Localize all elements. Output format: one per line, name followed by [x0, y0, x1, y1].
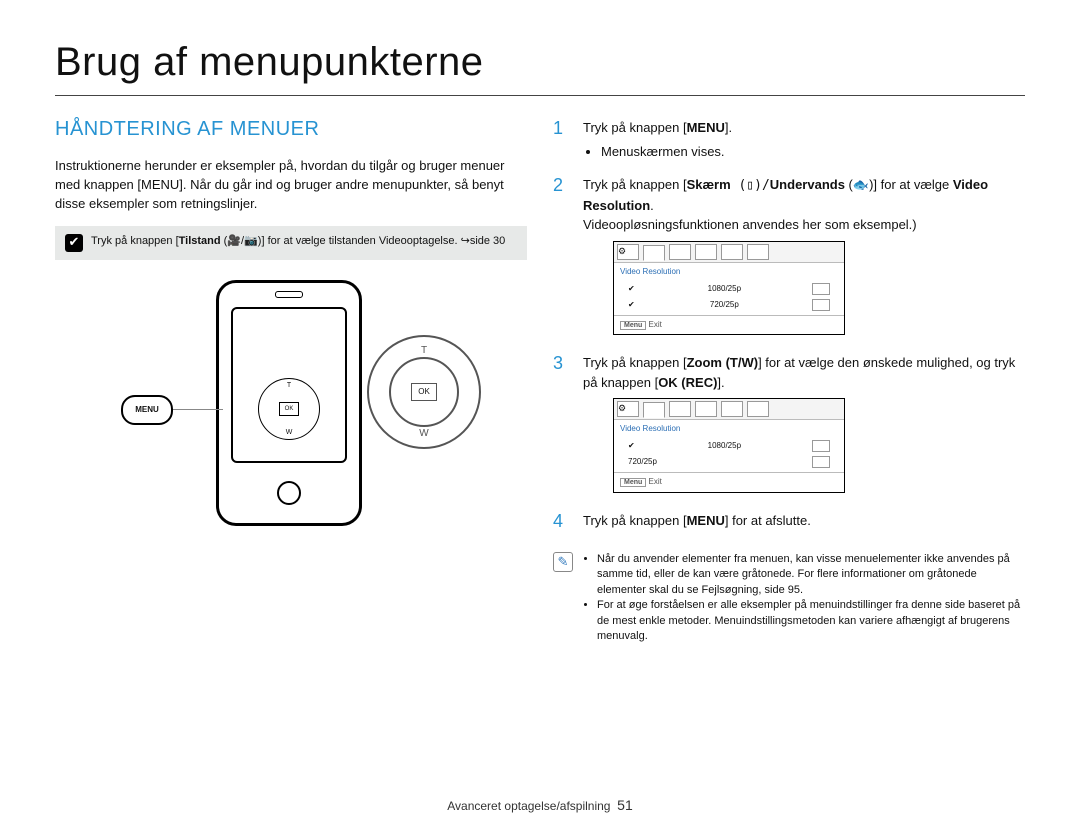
tab-icon: ⚙ — [617, 244, 639, 260]
step-number: 4 — [553, 511, 571, 533]
menu-title: Video Resolution — [620, 266, 838, 278]
menu-button-label: MENU — [121, 395, 173, 425]
step-body: Tryk på knappen [Zoom (T/W)] for at vælg… — [583, 353, 1025, 497]
tab-icon — [747, 401, 769, 417]
camera-menu-screenshot-2: ⚙ Video Resolution 1080/25p 720/25p — [613, 398, 845, 493]
tip-box: ✔ Tryk på knappen [Tilstand (🎥/📷)] for a… — [55, 226, 527, 260]
manual-page: Brug af menupunkterne HÅNDTERING AF MENU… — [0, 0, 1080, 825]
bullet: Menuskærmen vises. — [601, 142, 1025, 162]
tab-icon — [643, 402, 665, 418]
menu-callout: MENU — [121, 395, 223, 425]
ok-button-large: OK — [411, 383, 437, 401]
step-number: 3 — [553, 353, 571, 497]
option-thumb-icon — [812, 299, 830, 311]
tab-icon — [669, 244, 691, 260]
tab-icon — [695, 401, 717, 417]
intro-text: Instruktionerne herunder er eksempler på… — [55, 157, 527, 214]
speaker-slot — [275, 291, 303, 298]
control-pad-small: T OK W — [258, 378, 320, 440]
page-number: 51 — [617, 797, 633, 813]
camera-body: T OK W — [216, 280, 362, 526]
step-3: 3 Tryk på knappen [Zoom (T/W)] for at væ… — [553, 353, 1025, 497]
menu-option-selected: 1080/25p — [620, 438, 838, 454]
step-number: 1 — [553, 118, 571, 161]
tip-text: Tryk på knappen [Tilstand (🎥/📷)] for at … — [91, 234, 505, 249]
step-body: Tryk på knappen [Skærm (▯)/Undervands (🐟… — [583, 175, 1025, 339]
option-thumb-icon — [812, 440, 830, 452]
menu-tabs: ⚙ — [614, 242, 844, 263]
page-footer: Avanceret optagelse/afspilning 51 — [0, 797, 1080, 813]
rec-button — [277, 481, 301, 505]
menu-body: Video Resolution 1080/25p 720/25p — [614, 263, 844, 315]
menu-tabs: ⚙ — [614, 399, 844, 420]
camera-menu-screenshot-1: ⚙ Video Resolution 1080/25p 720/25p — [613, 241, 845, 336]
ok-button-small: OK — [279, 402, 299, 416]
note-box: ✎ Når du anvender elementer fra menuen, … — [553, 552, 1025, 644]
tab-icon — [695, 244, 717, 260]
note-icon: ✎ — [553, 552, 573, 572]
menu-option: 720/25p — [620, 454, 838, 470]
menu-footer: Menu Exit — [614, 315, 844, 335]
menu-option: 720/25p — [620, 297, 838, 313]
menu-body: Video Resolution 1080/25p 720/25p — [614, 420, 844, 472]
step-4: 4 Tryk på knappen [MENU] for at afslutte… — [553, 511, 1025, 533]
tab-icon: ⚙ — [617, 401, 639, 417]
tab-icon — [721, 244, 743, 260]
tab-icon — [747, 244, 769, 260]
tab-icon — [643, 245, 665, 261]
step-bullets: Menuskærmen vises. — [583, 142, 1025, 162]
two-column-layout: HÅNDTERING AF MENUER Instruktionerne her… — [55, 118, 1025, 644]
dial-inner: OK — [389, 357, 459, 427]
step-2: 2 Tryk på knappen [Skærm (▯)/Undervands … — [553, 175, 1025, 339]
control-dial-enlarged: T OK W — [367, 335, 481, 449]
page-title: Brug af menupunkterne — [55, 40, 1025, 85]
footer-label: Avanceret optagelse/afspilning — [447, 799, 610, 813]
steps-list: 1 Tryk på knappen [MENU]. Menuskærmen vi… — [553, 118, 1025, 644]
step-number: 2 — [553, 175, 571, 339]
menu-title: Video Resolution — [620, 423, 838, 435]
step-body: Tryk på knappen [MENU]. Menuskærmen vise… — [583, 118, 1025, 161]
tab-icon — [669, 401, 691, 417]
option-thumb-icon — [812, 283, 830, 295]
note-item: Når du anvender elementer fra menuen, ka… — [597, 552, 1025, 598]
step-body: Tryk på knappen [MENU] for at afslutte. — [583, 511, 1025, 533]
tab-icon — [721, 401, 743, 417]
step-1: 1 Tryk på knappen [MENU]. Menuskærmen vi… — [553, 118, 1025, 161]
check-icon: ✔ — [65, 234, 83, 252]
menu-option: 1080/25p — [620, 281, 838, 297]
device-illustration: T OK W MENU T OK W — [61, 280, 521, 530]
right-column: 1 Tryk på knappen [MENU]. Menuskærmen vi… — [553, 118, 1025, 644]
note-list: Når du anvender elementer fra menuen, ka… — [581, 552, 1025, 644]
note-item: For at øge forståelsen er alle eksempler… — [597, 598, 1025, 644]
title-rule — [55, 95, 1025, 96]
menu-footer: Menu Exit — [614, 472, 844, 492]
section-heading: HÅNDTERING AF MENUER — [55, 118, 527, 141]
option-thumb-icon — [812, 456, 830, 468]
left-column: HÅNDTERING AF MENUER Instruktionerne her… — [55, 118, 527, 644]
callout-line — [173, 409, 223, 410]
